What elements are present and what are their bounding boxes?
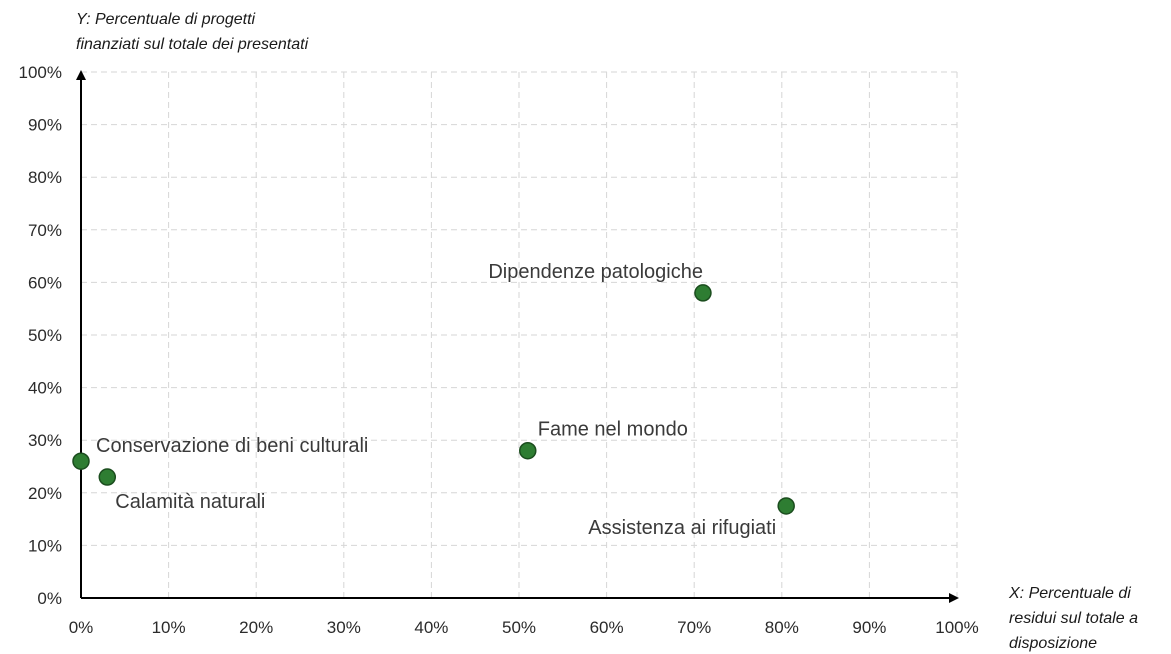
x-tick-label: 50%	[502, 618, 536, 637]
x-tick-label: 70%	[677, 618, 711, 637]
x-tick-label: 40%	[414, 618, 448, 637]
data-points	[72, 284, 795, 515]
y-axis-title: Y: Percentuale di progetti finanziati sul…	[76, 11, 309, 53]
data-point	[519, 441, 537, 460]
y-tick-label: 30%	[28, 431, 62, 450]
y-tick-labels: 0% 10% 20% 30% 40% 50% 60% 70% 80% 90% 100%	[19, 63, 62, 608]
x-tick-label: 80%	[765, 618, 799, 637]
x-axis-title-line: X: Percentuale di	[1008, 585, 1131, 602]
x-tick-label: 100%	[935, 618, 978, 637]
y-tick-label: 10%	[28, 536, 62, 555]
x-tick-label: 90%	[852, 618, 886, 637]
y-axis-title-line: finanziati sul totale dei presentati	[76, 36, 309, 53]
x-tick-label: 10%	[152, 618, 186, 637]
y-tick-label: 70%	[28, 221, 62, 240]
y-tick-label: 20%	[28, 484, 62, 503]
y-axis-title-line: Y: Percentuale di progetti	[76, 11, 256, 28]
x-tick-label: 20%	[239, 618, 273, 637]
data-point-label: Assistenza ai rifugiati	[588, 517, 776, 539]
data-point	[777, 497, 795, 515]
x-tick-label: 60%	[590, 618, 624, 637]
x-axis-title: X: Percentuale di residui sul totale a dis…	[1008, 585, 1138, 652]
data-point-label: Fame nel mondo	[538, 419, 688, 441]
grid	[81, 71, 958, 598]
y-tick-label: 80%	[28, 168, 62, 187]
y-tick-label: 0%	[37, 589, 62, 608]
y-axis-arrow	[76, 70, 86, 80]
axes	[76, 70, 959, 603]
data-point-label: Calamità naturali	[115, 491, 265, 513]
x-tick-label: 30%	[327, 618, 361, 637]
data-point	[98, 468, 117, 486]
x-axis-title-line: disposizione	[1009, 635, 1097, 652]
data-point	[72, 452, 90, 470]
y-tick-label: 90%	[28, 116, 62, 135]
data-point-labels: Conservazione di beni culturali Calamità …	[96, 261, 776, 539]
data-point	[694, 284, 712, 302]
x-axis-arrow	[949, 593, 959, 603]
data-point-label: Dipendenze patologiche	[488, 261, 703, 283]
x-tick-labels: 0% 10% 20% 30% 40% 50% 60% 70% 80% 90% 100%	[69, 618, 979, 637]
data-point-label: Conservazione di beni culturali	[96, 435, 368, 457]
y-tick-label: 50%	[28, 326, 62, 345]
y-tick-label: 60%	[28, 273, 62, 292]
x-axis-title-line: residui sul totale a	[1009, 610, 1138, 627]
y-tick-label: 100%	[19, 63, 62, 82]
x-tick-label: 0%	[69, 618, 94, 637]
y-tick-label: 40%	[28, 379, 62, 398]
